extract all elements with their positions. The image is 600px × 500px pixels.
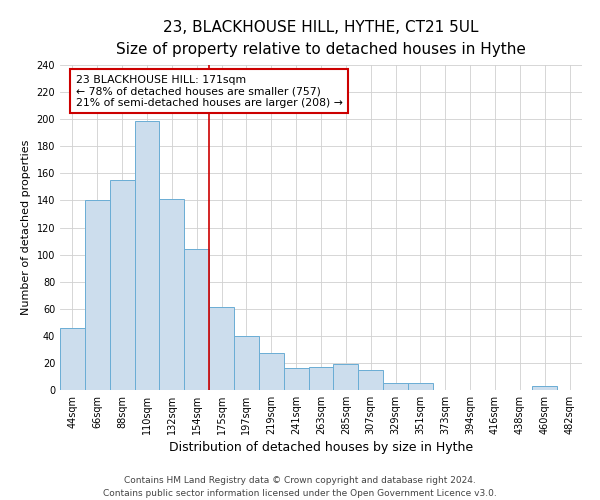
Bar xyxy=(160,199,184,390)
Bar xyxy=(308,367,334,390)
Bar xyxy=(383,383,408,390)
Bar xyxy=(259,354,284,390)
X-axis label: Distribution of detached houses by size in Hythe: Distribution of detached houses by size … xyxy=(169,441,473,454)
Bar xyxy=(134,120,160,390)
Title: 23, BLACKHOUSE HILL, HYTHE, CT21 5UL
Size of property relative to detached house: 23, BLACKHOUSE HILL, HYTHE, CT21 5UL Siz… xyxy=(116,20,526,57)
Bar xyxy=(334,364,358,390)
Bar xyxy=(408,383,433,390)
Bar xyxy=(60,328,85,390)
Bar xyxy=(532,386,557,390)
Bar xyxy=(85,200,110,390)
Bar xyxy=(184,249,209,390)
Bar xyxy=(234,336,259,390)
Bar xyxy=(209,308,234,390)
Y-axis label: Number of detached properties: Number of detached properties xyxy=(21,140,31,315)
Bar xyxy=(358,370,383,390)
Text: Contains HM Land Registry data © Crown copyright and database right 2024.
Contai: Contains HM Land Registry data © Crown c… xyxy=(103,476,497,498)
Bar xyxy=(284,368,308,390)
Text: 23 BLACKHOUSE HILL: 171sqm
← 78% of detached houses are smaller (757)
21% of sem: 23 BLACKHOUSE HILL: 171sqm ← 78% of deta… xyxy=(76,74,343,108)
Bar xyxy=(110,180,134,390)
